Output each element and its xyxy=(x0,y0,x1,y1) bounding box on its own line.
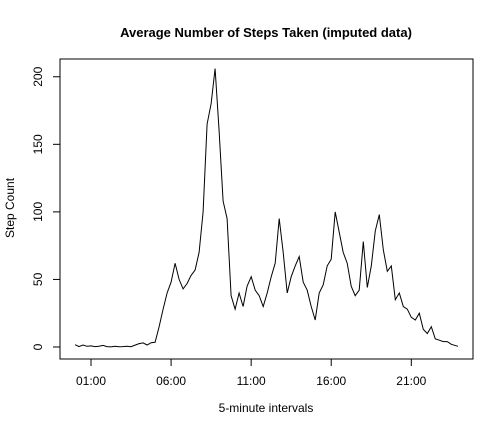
x-tick-label: 21:00 xyxy=(396,374,426,388)
x-tick-label: 06:00 xyxy=(156,374,186,388)
y-axis: 0 50 100 150 200 xyxy=(31,66,61,350)
y-tick-label: 200 xyxy=(31,66,45,86)
plot-frame xyxy=(59,58,474,360)
y-tick-label: 100 xyxy=(31,202,45,222)
y-axis-label: Step Count xyxy=(3,177,17,238)
y-tick-label: 50 xyxy=(31,272,45,286)
x-axis-label: 5-minute intervals xyxy=(219,401,314,415)
series-line xyxy=(74,68,459,348)
x-tick-label: 16:00 xyxy=(316,374,346,388)
y-tick-label: 0 xyxy=(31,343,45,350)
chart-title: Average Number of Steps Taken (imputed d… xyxy=(120,25,412,40)
x-tick-label: 01:00 xyxy=(76,374,106,388)
y-tick-label: 150 xyxy=(31,134,45,154)
x-tick-label: 11:00 xyxy=(237,374,266,388)
x-axis: 01:00 06:00 11:00 16:00 21:00 xyxy=(76,358,427,388)
